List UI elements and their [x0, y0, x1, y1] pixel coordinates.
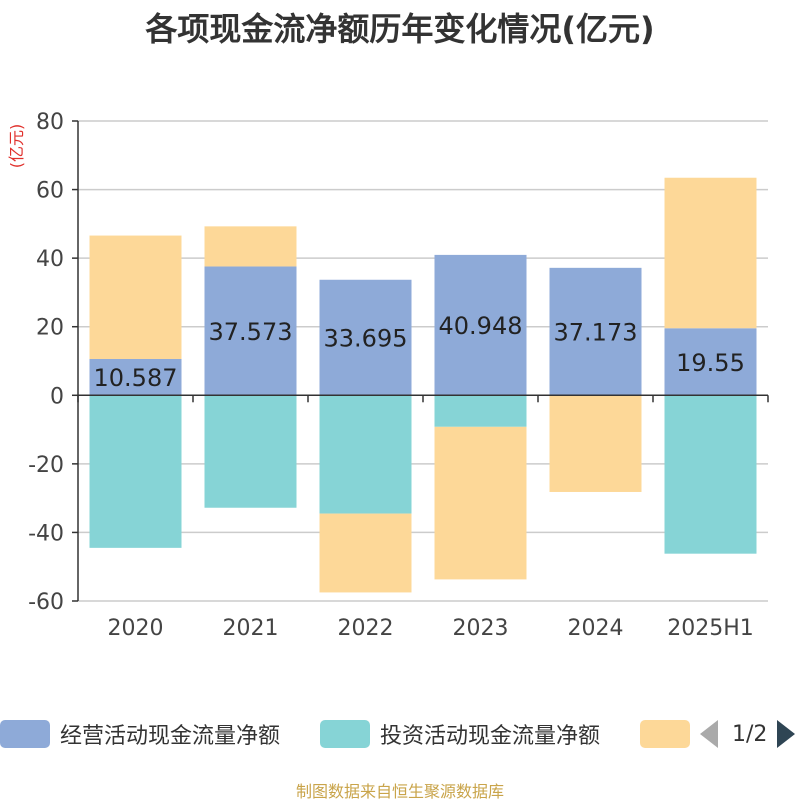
y-tick-label: 60: [36, 179, 64, 204]
data-label: 19.55: [676, 349, 745, 377]
bar-2021-series-0: [204, 266, 297, 396]
x-category-label: 2022: [338, 616, 394, 641]
bar-2020-series-1: [89, 395, 182, 548]
y-tick-label: 0: [50, 384, 64, 409]
y-tick-label: 40: [36, 247, 64, 272]
x-category-label: 2024: [568, 616, 624, 641]
y-tick-label: 20: [36, 316, 64, 341]
legend-item-operating[interactable]: 经营活动现金流量净额: [0, 720, 281, 749]
label-layer: 10.587 37.573 33.695 40.948 37.173 19.55: [94, 312, 745, 392]
legend-next-page-icon[interactable]: [777, 720, 796, 748]
bar-2023-series-1: [434, 395, 527, 427]
y-tick-label: -20: [28, 453, 64, 478]
x-category-label: 2021: [223, 616, 279, 641]
legend: 经营活动现金流量净额 投资活动现金流量净额 1/2: [0, 712, 800, 756]
legend-item-financing[interactable]: [640, 720, 690, 748]
data-label: 37.573: [209, 318, 293, 346]
x-category-label: 2023: [453, 616, 509, 641]
axis-layer: -60 -40 -20 0 20 40 60 80 2020 2021 2022 2023 2024 20…: [28, 110, 769, 641]
bar-2021-series-2: [204, 226, 297, 267]
bar-2024-series-0: [549, 267, 642, 396]
legend-swatch-operating: [0, 720, 50, 748]
bar-2025H1-series-0: [664, 328, 757, 396]
bar-2023-series-2: [434, 426, 527, 580]
bar-2020-series-0: [89, 358, 182, 396]
data-label: 33.695: [324, 325, 408, 353]
bar-chart: -60 -40 -20 0 20 40 60 80 2020 2021 2022 2023 2024 20…: [7, 110, 769, 641]
legend-pager: 1/2: [700, 720, 796, 748]
bar-2025H1-series-2: [664, 177, 757, 329]
source-note: 制图数据来自恒生聚源数据库: [295, 782, 504, 801]
y-axis-unit-label: (亿元): [7, 124, 26, 169]
y-tick-label: -40: [28, 521, 64, 546]
data-label: 10.587: [94, 364, 178, 392]
bar-2025H1-series-1: [664, 395, 757, 554]
legend-label-operating: 经营活动现金流量净额: [60, 724, 281, 749]
legend-page-indicator: 1/2: [732, 721, 768, 747]
bar-layer: [89, 177, 757, 593]
y-tick-label: 80: [36, 110, 64, 135]
bar-2021-series-1: [204, 395, 297, 508]
legend-prev-page-icon[interactable]: [700, 720, 718, 748]
grid-layer: [78, 120, 768, 602]
bar-2022-series-2: [319, 513, 412, 593]
x-category-label: 2020: [108, 616, 164, 641]
bar-2023-series-0: [434, 254, 527, 396]
legend-label-investing: 投资活动现金流量净额: [380, 724, 601, 749]
bar-2022-series-1: [319, 395, 412, 514]
legend-swatch-investing: [320, 720, 370, 748]
legend-item-investing[interactable]: 投资活动现金流量净额: [320, 720, 601, 749]
legend-swatch-financing: [640, 720, 690, 748]
chart-title: 各项现金流净额历年变化情况(亿元): [145, 10, 655, 48]
data-label: 40.948: [439, 312, 523, 340]
bar-2022-series-0: [319, 279, 412, 396]
data-label: 37.173: [554, 319, 638, 347]
bar-2020-series-2: [89, 235, 182, 359]
x-category-label: 2025H1: [667, 616, 754, 641]
y-tick-label: -60: [28, 590, 64, 615]
bar-2024-series-2: [549, 395, 642, 492]
